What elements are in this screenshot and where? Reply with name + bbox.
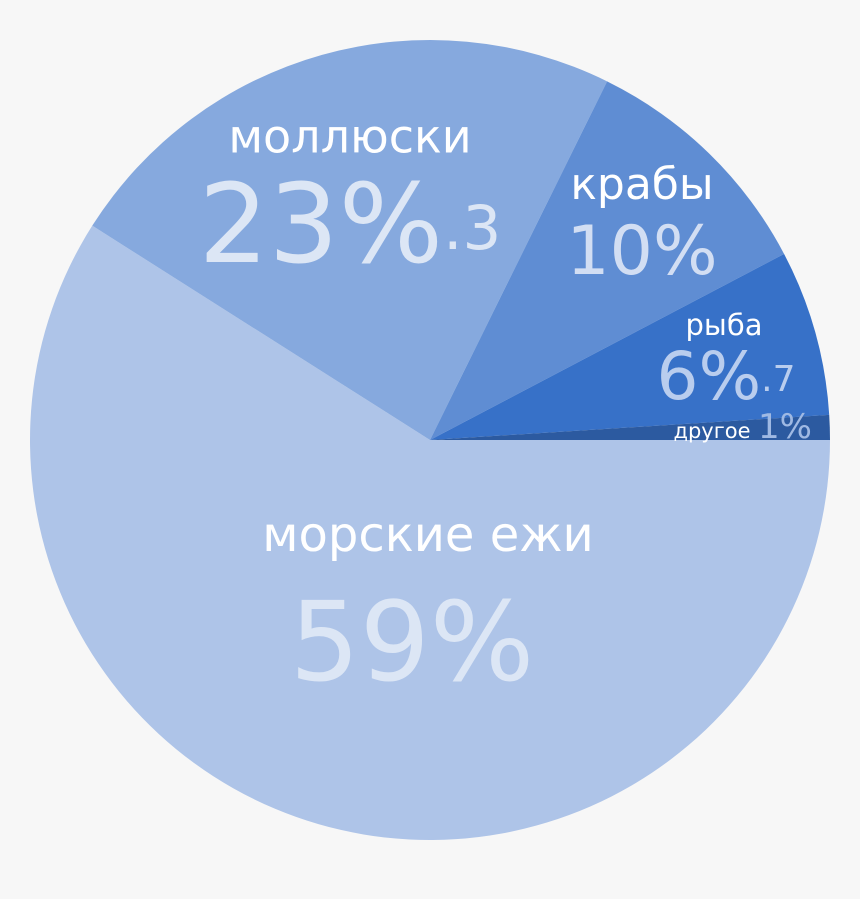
value-label: 59% (290, 578, 535, 706)
value-fraction: .7 (761, 359, 795, 400)
value-label: 23%.3 (199, 160, 502, 288)
value-fraction: .3 (443, 193, 501, 264)
slice-label: другое (673, 419, 750, 443)
value-main: 59% (290, 578, 535, 706)
pie-slice (430, 253, 830, 440)
pie-slice (430, 81, 785, 441)
pie-slice (430, 414, 830, 440)
value-label: 10% (566, 212, 717, 291)
pie-slice (30, 225, 831, 840)
value-main: 10% (566, 212, 717, 291)
value-main: 23% (199, 160, 444, 288)
value-label: 6%.7 (656, 338, 795, 415)
value-main: 6% (656, 338, 761, 415)
pie-slice (92, 40, 608, 440)
slice-label: рыба (686, 308, 763, 342)
slice-label: морские ежи (262, 507, 593, 563)
value-main: 1% (758, 407, 812, 447)
slice-label: крабы (570, 159, 713, 210)
value-label: 1% (758, 407, 812, 447)
slice-label: моллюски (228, 110, 471, 164)
